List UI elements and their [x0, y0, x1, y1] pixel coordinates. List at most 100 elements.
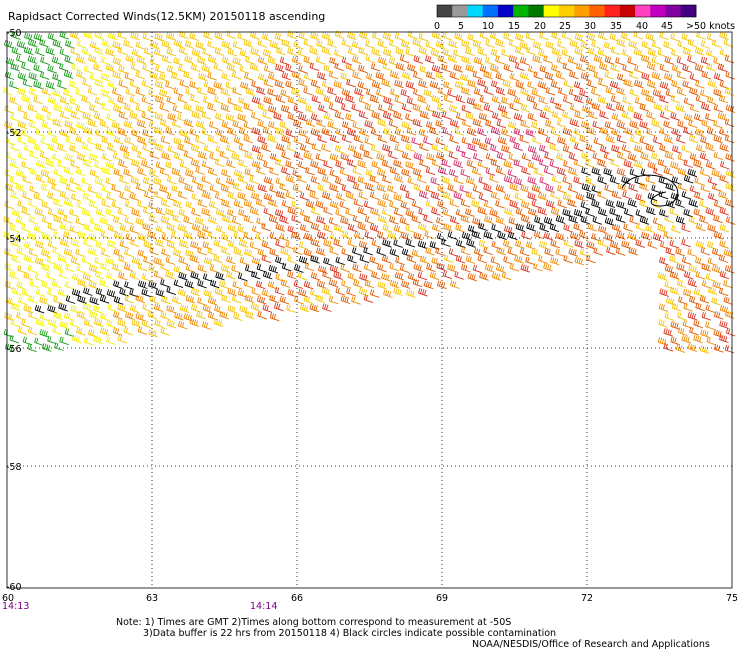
wind-barb — [478, 112, 489, 122]
wind-barb — [129, 95, 140, 105]
wind-barb — [413, 55, 424, 64]
wind-barb — [627, 152, 638, 162]
wind-barb — [382, 62, 393, 72]
wind-barb — [483, 103, 494, 113]
wind-barb — [363, 263, 374, 272]
wind-barb — [105, 63, 116, 73]
wind-barb — [275, 94, 286, 104]
wind-barb — [161, 39, 172, 49]
wind-barb — [466, 159, 477, 169]
wind-barb — [143, 240, 153, 250]
lat-label-50: -50 — [6, 28, 22, 39]
wind-barb — [569, 103, 580, 113]
wind-barb — [491, 95, 502, 104]
wind-barb — [213, 254, 223, 264]
wind-barb — [166, 319, 177, 329]
wind-barb — [143, 255, 153, 265]
wind-barb — [245, 87, 256, 96]
wind-barb — [527, 145, 538, 154]
wind-barb — [131, 129, 141, 138]
wind-barb — [310, 175, 321, 185]
wind-barb — [129, 192, 140, 201]
wind-barb — [177, 320, 188, 330]
wind-barb — [353, 198, 364, 208]
wind-barb — [33, 192, 44, 201]
wind-barb — [197, 199, 208, 208]
wind-barb — [281, 199, 292, 209]
wind-barb — [419, 159, 429, 168]
wind-barb — [100, 73, 111, 82]
wind-barb — [556, 119, 567, 128]
wind-barb — [701, 70, 712, 80]
wind-barb — [87, 185, 98, 194]
wind-barb — [681, 144, 691, 154]
wind-barb — [279, 56, 290, 66]
wind-barb — [719, 270, 730, 280]
wind-barb — [603, 167, 613, 177]
wind-barb — [525, 128, 535, 138]
wind-barb — [531, 247, 542, 257]
wind-barb — [129, 304, 140, 314]
wind-barb — [195, 135, 205, 145]
wind-barb — [329, 134, 340, 144]
wind-barb — [502, 79, 513, 88]
wind-barb — [124, 311, 135, 321]
wind-barb — [153, 126, 164, 135]
wind-barb — [713, 214, 723, 224]
wind-barb — [155, 206, 166, 216]
wind-barb — [23, 144, 34, 153]
wind-barb — [718, 190, 728, 200]
wind-barb — [723, 296, 734, 305]
wind-barb — [539, 223, 549, 233]
wind-barb — [88, 54, 98, 64]
wind-barb — [377, 214, 388, 224]
wind-barb — [490, 80, 501, 89]
wind-barb — [309, 190, 319, 200]
legend-label-5: 5 — [458, 21, 464, 32]
wind-barb — [9, 270, 19, 280]
wind-barb — [203, 144, 214, 154]
wind-barb — [197, 279, 207, 289]
wind-barb — [207, 167, 218, 176]
wind-barb — [454, 80, 465, 90]
wind-barb — [10, 142, 20, 152]
wind-barb — [412, 168, 423, 177]
wind-barb — [219, 135, 230, 144]
wind-barb — [683, 208, 693, 218]
wind-barb — [669, 207, 679, 217]
wind-barb — [592, 120, 602, 130]
wind-barb — [285, 160, 295, 169]
note-line-2: 3)Data buffer is 22 hrs from 20150118 4)… — [143, 628, 556, 639]
wind-barb — [417, 271, 428, 281]
wind-barb — [348, 144, 358, 153]
wind-barb — [465, 208, 475, 217]
wind-barb — [160, 262, 170, 272]
wind-barb — [490, 256, 501, 265]
wind-barb — [21, 62, 31, 71]
wind-barb — [323, 95, 334, 104]
wind-barb — [352, 182, 363, 192]
wind-barb — [658, 256, 669, 266]
wind-barb — [21, 206, 31, 216]
wind-barb — [549, 256, 560, 266]
wind-barb — [214, 158, 225, 168]
wind-barb — [371, 239, 382, 248]
wind-barb — [207, 102, 217, 112]
wind-barb — [539, 31, 549, 41]
wind-barb — [171, 295, 182, 305]
wind-barb — [29, 150, 39, 159]
wind-barb — [393, 159, 403, 169]
wind-barb — [285, 80, 295, 90]
wind-barb — [113, 248, 124, 257]
wind-barb — [183, 70, 193, 80]
wind-barb — [52, 88, 62, 98]
wind-barb — [670, 112, 680, 121]
wind-barb — [101, 39, 112, 48]
wind-barb — [28, 215, 39, 225]
wind-barb — [371, 144, 381, 153]
wind-barb — [250, 302, 261, 312]
wind-barb — [57, 143, 67, 152]
wind-barb — [15, 231, 26, 241]
wind-barb — [501, 96, 511, 106]
wind-barb — [695, 80, 705, 89]
